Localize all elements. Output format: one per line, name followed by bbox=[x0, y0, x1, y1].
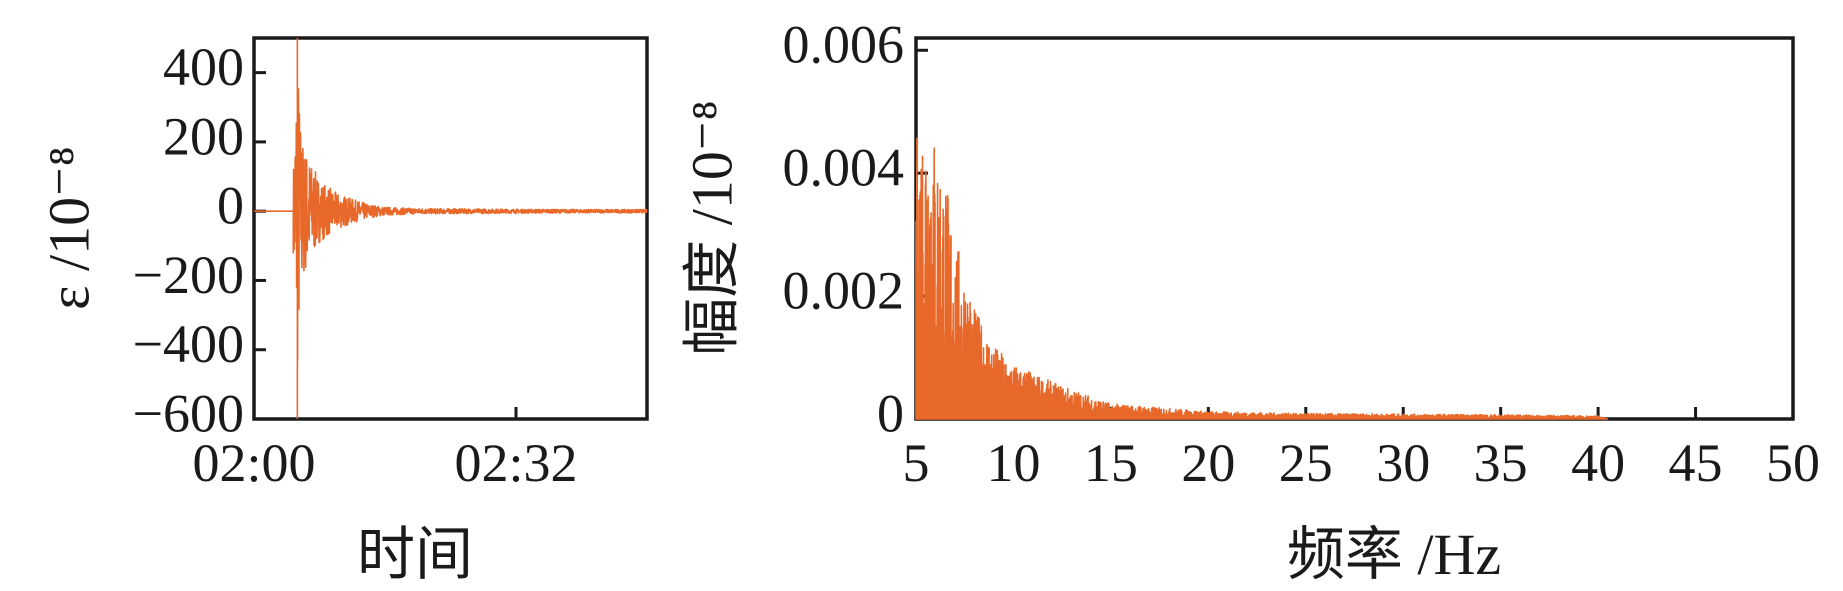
freq-y-tick-label: 0.006 bbox=[783, 15, 905, 75]
time-x-axis: 02:00 02:32 bbox=[192, 407, 578, 493]
freq-y-axis: 0 0.002 0.004 0.006 bbox=[783, 15, 928, 443]
freq-x-tick-label: 50 bbox=[1766, 433, 1820, 493]
freq-y-tick-label: 0.002 bbox=[783, 260, 905, 320]
freq-x-tick-label: 40 bbox=[1571, 433, 1625, 493]
freq-x-tick-label: 30 bbox=[1376, 433, 1430, 493]
time-x-tick-label: 02:00 bbox=[192, 433, 315, 493]
freq-x-tick-label: 5 bbox=[903, 433, 930, 493]
freq-x-axis-title: 频率 /Hz bbox=[1287, 522, 1501, 587]
time-y-tick-label: 0 bbox=[217, 176, 244, 236]
freq-x-tick-label: 45 bbox=[1669, 433, 1723, 493]
freq-x-tick-label: 25 bbox=[1279, 433, 1333, 493]
freq-plot-frame bbox=[914, 36, 1795, 421]
freq-y-tick-label: 0.004 bbox=[783, 138, 905, 198]
time-y-tick-label: 200 bbox=[163, 106, 244, 166]
time-y-tick-label: −200 bbox=[133, 245, 244, 305]
freq-x-tick-label: 15 bbox=[1084, 433, 1138, 493]
freq-y-axis-title: 幅度 /10⁻⁸ bbox=[679, 100, 744, 355]
freq-x-tick-label: 35 bbox=[1474, 433, 1528, 493]
freq-x-tick-label: 10 bbox=[986, 433, 1040, 493]
time-y-axis-title: ε /10⁻⁸ bbox=[36, 146, 101, 310]
time-y-tick-label: 400 bbox=[163, 37, 244, 97]
freq-y-tick-label: 0 bbox=[877, 383, 904, 443]
amplitude-spectrum-line bbox=[915, 137, 1609, 420]
time-x-tick-label: 02:32 bbox=[454, 433, 577, 493]
time-y-tick-label: −400 bbox=[133, 314, 244, 374]
time-x-axis-title: 时间 bbox=[357, 522, 473, 587]
frequency-spectrum-chart: 0 0.002 0.004 0.006 5 10 15 20 25 30 35 40 45 50 幅度 … bbox=[679, 15, 1820, 587]
time-domain-chart: 400 200 0 −200 −400 −600 02:00 02:32 ε /10⁻⁸ 时… bbox=[36, 36, 649, 587]
time-y-axis: 400 200 0 −200 −400 −600 bbox=[133, 37, 266, 443]
time-y-tick-label: −600 bbox=[133, 383, 244, 443]
freq-x-tick-label: 20 bbox=[1181, 433, 1235, 493]
time-plot-frame bbox=[252, 36, 649, 421]
strain-signal-line bbox=[254, 38, 648, 419]
